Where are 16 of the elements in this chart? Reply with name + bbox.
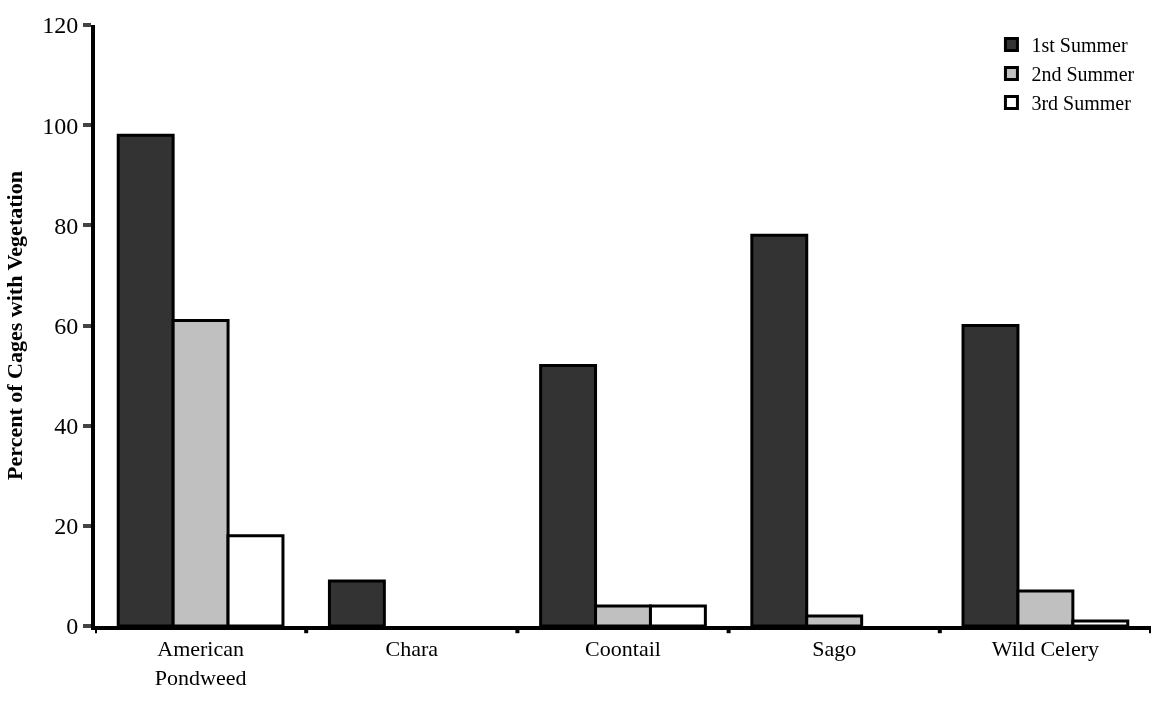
- y-tick-label: 80: [54, 212, 79, 239]
- legend-label: 2nd Summer: [1031, 63, 1135, 86]
- x-tick-label: Sago: [812, 636, 857, 662]
- y-tick-label: 100: [42, 112, 79, 139]
- x-tick-label: Chara: [385, 636, 439, 662]
- y-axis-title: Percent of Cages with Vegetation: [1, 171, 27, 480]
- legend-label: 1st Summer: [1031, 34, 1128, 57]
- y-tick-label: 120: [42, 12, 79, 39]
- x-tick-label: Wild Celery: [991, 636, 1100, 662]
- legend-label: 3rd Summer: [1031, 92, 1132, 115]
- x-tick-label: American Pondweed: [154, 636, 247, 690]
- y-tick-label: 40: [54, 413, 79, 440]
- y-tick-label: 20: [54, 513, 79, 540]
- x-tick-label: Coontail: [585, 636, 661, 662]
- y-tick-label: 0: [66, 613, 79, 640]
- y-tick-label: 60: [54, 312, 79, 339]
